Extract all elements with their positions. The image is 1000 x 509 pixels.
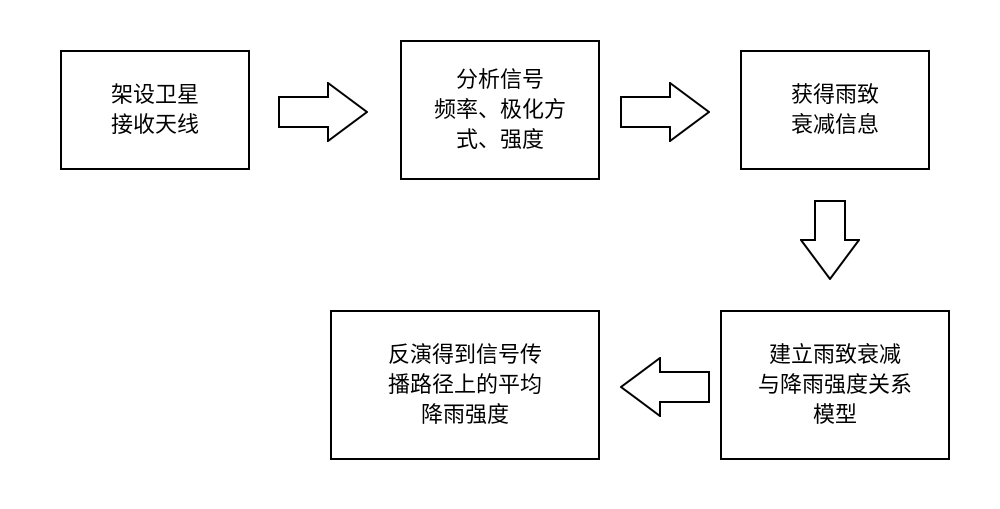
flow-node-1-label: 架设卫星接收天线 [111, 80, 199, 139]
flow-node-4: 建立雨致衰减与降雨强度关系模型 [720, 310, 950, 460]
flow-node-3: 获得雨致衰减信息 [740, 50, 930, 170]
arrow-1-2 [278, 82, 368, 142]
flow-node-3-label: 获得雨致衰减信息 [791, 80, 879, 139]
flow-node-5: 反演得到信号传播路径上的平均降雨强度 [330, 310, 600, 460]
flow-node-4-label: 建立雨致衰减与降雨强度关系模型 [758, 340, 912, 429]
arrow-3-4 [800, 200, 860, 280]
flow-node-2-label: 分析信号频率、极化方式、强度 [434, 65, 566, 154]
flow-node-2: 分析信号频率、极化方式、强度 [400, 40, 600, 180]
flow-node-1: 架设卫星接收天线 [60, 50, 250, 170]
flow-node-5-label: 反演得到信号传播路径上的平均降雨强度 [388, 340, 542, 429]
arrow-2-3 [620, 82, 710, 142]
arrow-4-5 [620, 357, 710, 417]
